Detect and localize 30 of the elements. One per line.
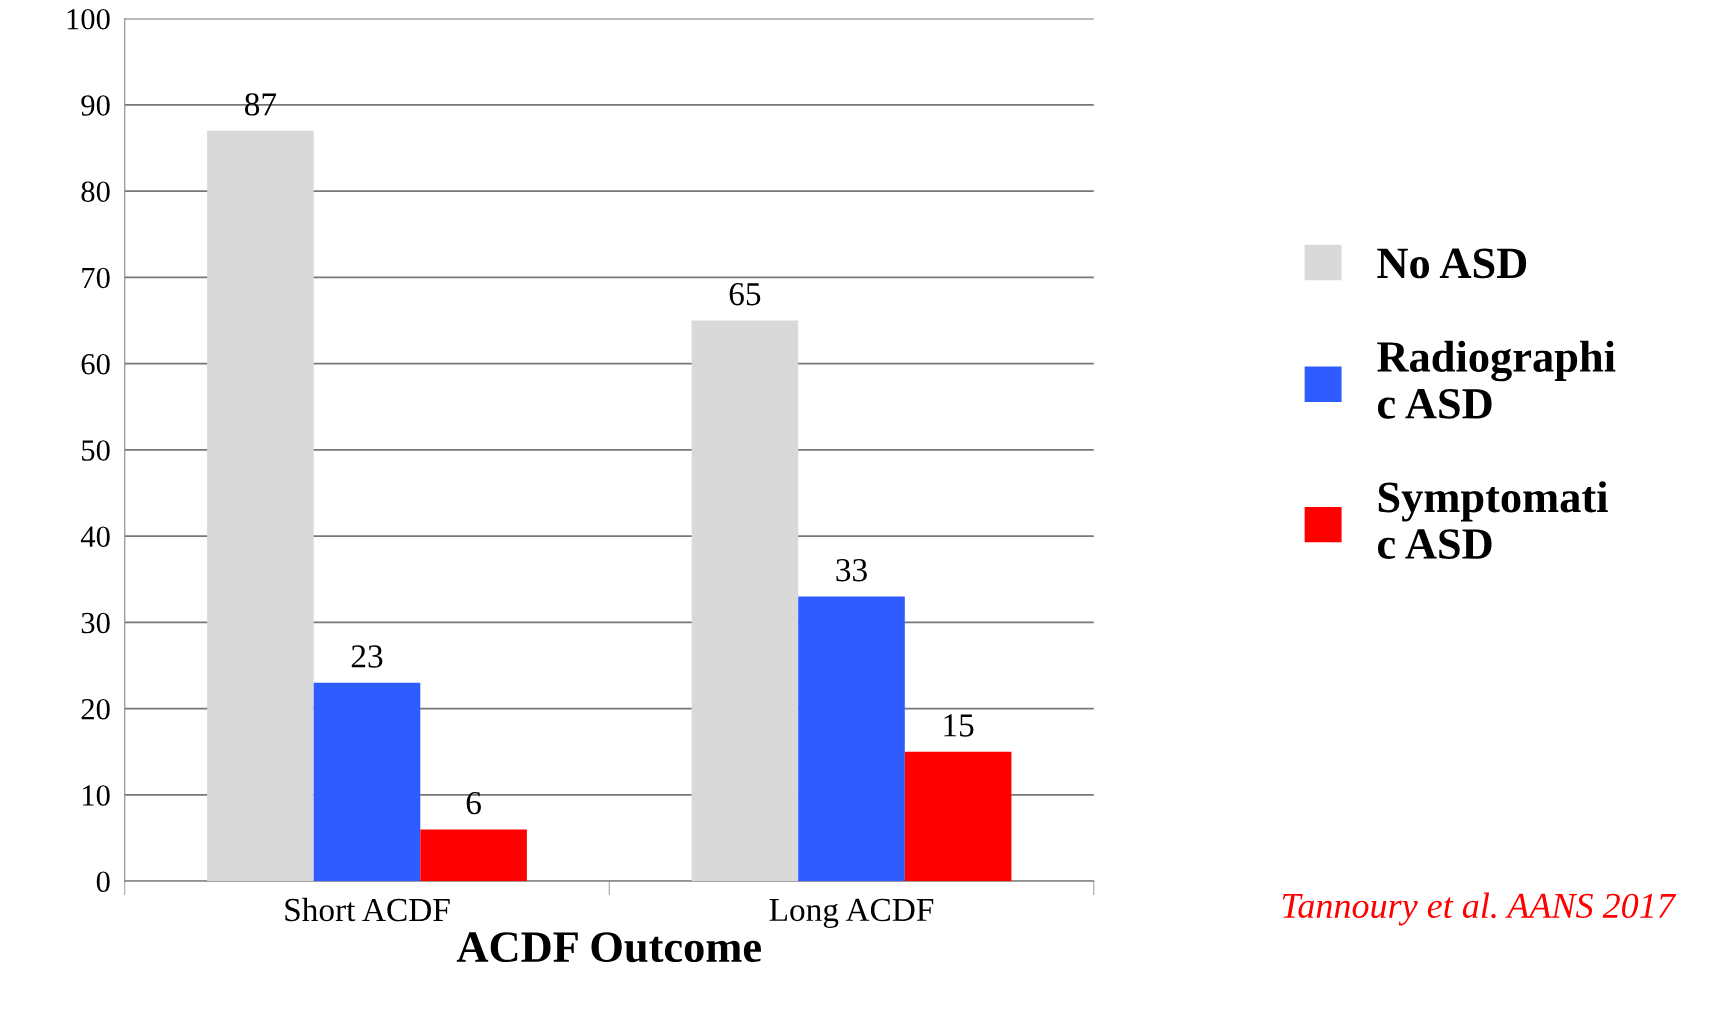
data-label: 33 [836, 559, 867, 582]
y-tick-label: 50 [82, 440, 110, 461]
y-tick-label: 90 [81, 95, 110, 116]
y-tick-label: 100 [67, 8, 110, 30]
x-axis-title: ACDF Outcome [456, 932, 761, 963]
data-label: 6 [466, 791, 481, 815]
bar [313, 682, 421, 882]
text: Tannoury et al. AANS 2017 [1282, 892, 1677, 926]
y-tick-label: 20 [81, 698, 110, 720]
bar [420, 829, 527, 882]
data-label: 87 [245, 93, 277, 116]
legend-label: No ASD [1377, 248, 1527, 279]
bar [691, 320, 799, 882]
bar [904, 751, 1012, 882]
y-tick-label: 30 [81, 612, 110, 634]
data-label: 23 [351, 645, 383, 668]
y-tick-label: 70 [82, 267, 110, 289]
data-label: 15 [944, 714, 974, 737]
y-tick-label: 40 [80, 526, 110, 548]
bar [798, 596, 905, 882]
y-tick-label: 80 [81, 181, 110, 203]
x-tick-label: Short ACDF [285, 897, 450, 922]
x-tick-label: Long ACDF [769, 898, 934, 929]
data-label: 65 [729, 282, 761, 306]
y-tick-label: 0 [96, 871, 110, 893]
legend-label: Symptomati c ASD [1377, 481, 1608, 560]
bar [207, 130, 314, 882]
y-tick-label: 60 [81, 353, 110, 375]
y-tick-label: 10 [83, 785, 110, 806]
legend-label: Radiographi c ASD [1377, 340, 1616, 419]
